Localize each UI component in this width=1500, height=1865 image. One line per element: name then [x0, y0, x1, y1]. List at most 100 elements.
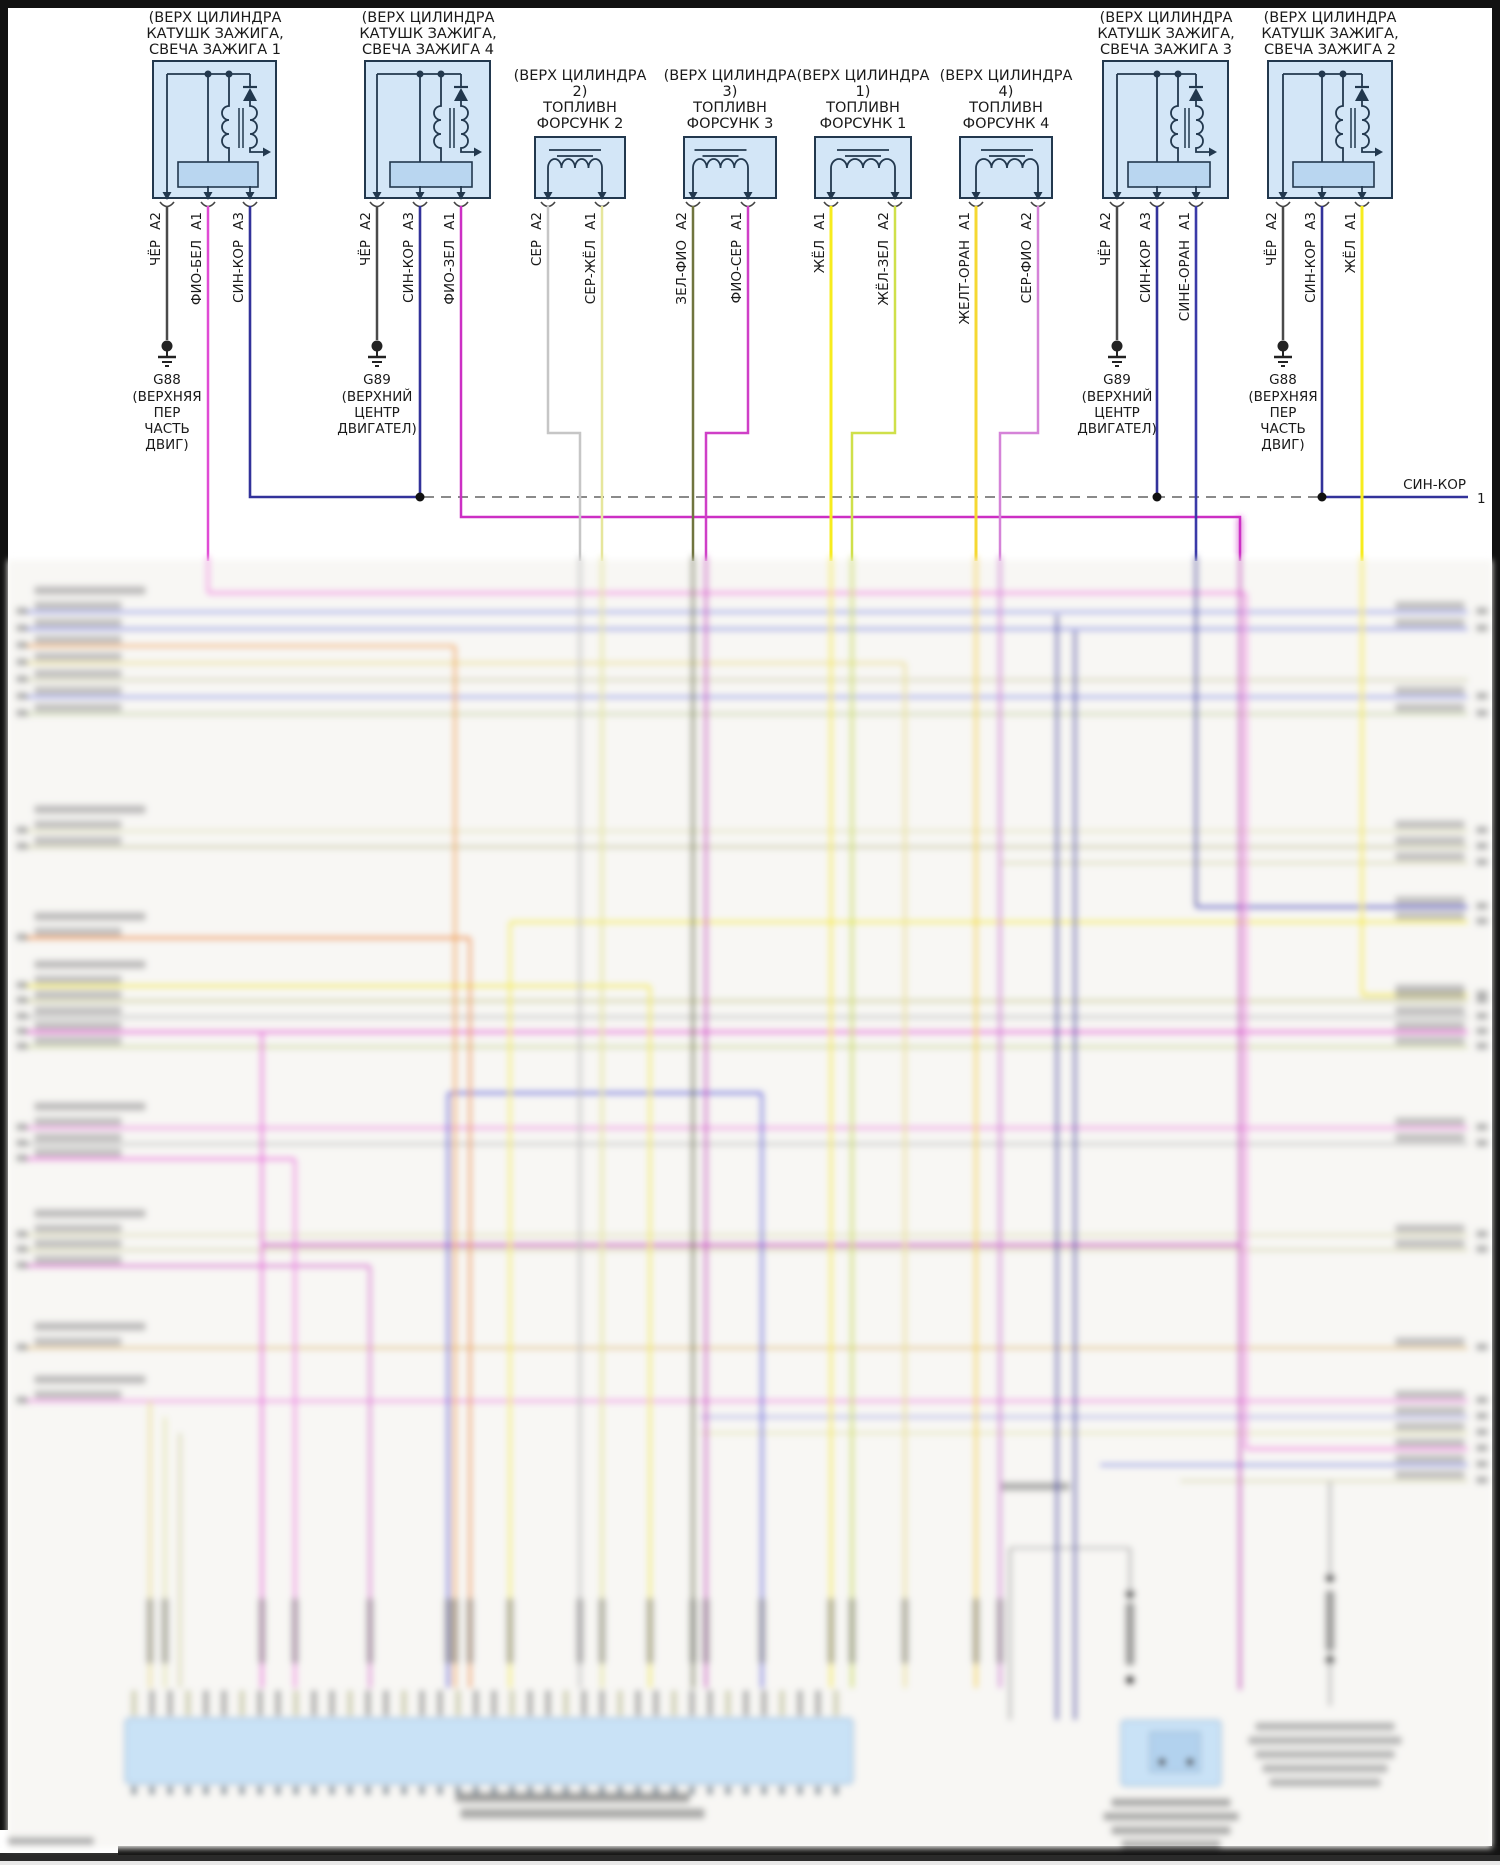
inj4-label: (ВЕРХ ЦИЛИНДРА [940, 68, 1073, 84]
svg-text:ФИО-ЗЕЛ: ФИО-ЗЕЛ [442, 240, 458, 305]
svg-text:A3: A3 [1138, 212, 1154, 230]
svg-text:ФОРСУНК 3: ФОРСУНК 3 [687, 116, 774, 132]
ground-symbols [158, 340, 1292, 367]
wire-zhel-zel [850, 206, 897, 561]
svg-text:ЦЕНТР: ЦЕНТР [354, 405, 400, 421]
svg-text:ФИО-БЕЛ: ФИО-БЕЛ [189, 240, 205, 305]
component-labels: (ВЕРХ ЦИЛИНДРА КАТУШК ЗАЖИГА, СВЕЧА ЗАЖИ… [146, 10, 1398, 132]
svg-text:(ВЕРХНИЙ: (ВЕРХНИЙ [342, 387, 413, 405]
svg-text:ДВИГАТЕЛ): ДВИГАТЕЛ) [337, 421, 417, 437]
svg-text:A3: A3 [231, 212, 247, 230]
junction-dot [415, 492, 425, 502]
svg-text:ДВИГ): ДВИГ) [145, 437, 188, 453]
svg-text:КАТУШК ЗАЖИГА,: КАТУШК ЗАЖИГА, [146, 26, 283, 42]
component-symbols [152, 60, 1393, 208]
svg-text:ДВИГ): ДВИГ) [1261, 437, 1304, 453]
wire-ser [546, 206, 582, 561]
svg-text:КАТУШК ЗАЖИГА,: КАТУШК ЗАЖИГА, [1097, 26, 1234, 42]
svg-text:A2: A2 [1098, 212, 1114, 230]
svg-text:ЧЁР: ЧЁР [1096, 240, 1114, 266]
wire-ser-fio [998, 206, 1040, 561]
bus-label-sin-kor: СИН-КОР [1403, 477, 1466, 493]
inj2-label: (ВЕРХ ЦИЛИНДРА [514, 68, 647, 84]
ground-id: G88 [1269, 372, 1297, 388]
svg-text:ЧАСТЬ: ЧАСТЬ [1260, 421, 1305, 437]
svg-text:ЖЁЛ-ЗЕЛ: ЖЁЛ-ЗЕЛ [874, 240, 892, 305]
inj1-label: (ВЕРХ ЦИЛИНДРА [797, 68, 930, 84]
ground-id: G89 [1103, 372, 1131, 388]
svg-text:ЗЕЛ-ФИО: ЗЕЛ-ФИО [674, 240, 690, 305]
svg-text:4): 4) [999, 84, 1014, 100]
coil1-label: (ВЕРХ ЦИЛИНДРА [149, 10, 282, 26]
junction-dot [1152, 492, 1162, 502]
svg-text:A1: A1 [1177, 212, 1193, 230]
svg-text:СВЕЧА ЗАЖИГА 4: СВЕЧА ЗАЖИГА 4 [362, 42, 494, 58]
svg-text:ФОРСУНК 1: ФОРСУНК 1 [820, 116, 907, 132]
svg-text:ЖЁЛ: ЖЁЛ [1341, 240, 1359, 273]
svg-text:СИН-КОР: СИН-КОР [231, 240, 247, 303]
svg-text:ЧЁР: ЧЁР [1262, 240, 1280, 266]
svg-text:1): 1) [856, 84, 871, 100]
svg-text:A1: A1 [442, 212, 458, 230]
ecm-connector-block [124, 1717, 854, 1785]
svg-text:(ВЕРХНИЙ: (ВЕРХНИЙ [1082, 387, 1153, 405]
svg-text:СВЕЧА ЗАЖИГА 2: СВЕЧА ЗАЖИГА 2 [1264, 42, 1396, 58]
svg-text:A2: A2 [529, 212, 545, 230]
inj3-label: (ВЕРХ ЦИЛИНДРА [664, 68, 797, 84]
svg-text:(ВЕРХНЯЯ: (ВЕРХНЯЯ [1248, 389, 1317, 405]
ground-id: G89 [363, 372, 391, 388]
sheet-ref-number: 1 [1477, 491, 1486, 507]
svg-text:A3: A3 [1303, 212, 1319, 230]
ground-labels: G88 (ВЕРХНЯЯ ПЕР ЧАСТЬ ДВИГ) G89 (ВЕРХНИ… [132, 372, 1317, 453]
svg-text:2): 2) [573, 84, 588, 100]
svg-text:A2: A2 [358, 212, 374, 230]
svg-text:A1: A1 [957, 212, 973, 230]
svg-text:СЕР-ФИО: СЕР-ФИО [1019, 240, 1035, 303]
svg-text:ДВИГАТЕЛ): ДВИГАТЕЛ) [1077, 421, 1157, 437]
svg-text:A1: A1 [1343, 212, 1359, 230]
svg-text:3): 3) [723, 84, 738, 100]
svg-text:ЧЁР: ЧЁР [146, 240, 164, 266]
junction-dot [1317, 492, 1327, 502]
svg-text:ЧАСТЬ: ЧАСТЬ [144, 421, 189, 437]
svg-text:A2: A2 [674, 212, 690, 230]
wire-fio-ser [704, 206, 750, 561]
ground-id: G88 [153, 372, 181, 388]
svg-text:ЖЕЛТ-ОРАН: ЖЕЛТ-ОРАН [957, 240, 973, 325]
svg-text:ФОРСУНК 4: ФОРСУНК 4 [963, 116, 1050, 132]
pin-and-wire-labels: A2 ЧЁР A1 ФИО-БЕЛ A3 СИН-КОР A2 ЧЁР A3 С… [146, 212, 1359, 325]
svg-text:ФОРСУНК 2: ФОРСУНК 2 [537, 116, 624, 132]
svg-text:КАТУШК ЗАЖИГА,: КАТУШК ЗАЖИГА, [1261, 26, 1398, 42]
svg-text:ПЕР: ПЕР [154, 405, 181, 421]
svg-text:СЕР-ЖЁЛ: СЕР-ЖЁЛ [581, 240, 599, 304]
svg-text:ТОПЛИВН: ТОПЛИВН [542, 100, 617, 116]
svg-text:СВЕЧА ЗАЖИГА 3: СВЕЧА ЗАЖИГА 3 [1100, 42, 1232, 58]
svg-text:A2: A2 [148, 212, 164, 230]
svg-text:A2: A2 [1264, 212, 1280, 230]
svg-text:A1: A1 [583, 212, 599, 230]
svg-text:ФИО-СЕР: ФИО-СЕР [729, 240, 745, 303]
svg-text:КАТУШК ЗАЖИГА,: КАТУШК ЗАЖИГА, [359, 26, 496, 42]
svg-text:(ВЕРХНЯЯ: (ВЕРХНЯЯ [132, 389, 201, 405]
svg-text:ТОПЛИВН: ТОПЛИВН [968, 100, 1043, 116]
wire-sin-kor-bus [248, 206, 1468, 499]
svg-text:ТОПЛИВН: ТОПЛИВН [825, 100, 900, 116]
coil4-label: (ВЕРХ ЦИЛИНДРА [362, 10, 495, 26]
svg-text:ЦЕНТР: ЦЕНТР [1094, 405, 1140, 421]
svg-text:A3: A3 [401, 212, 417, 230]
svg-text:СИН-КОР: СИН-КОР [1303, 240, 1319, 303]
svg-text:A2: A2 [876, 212, 892, 230]
svg-text:ЖЁЛ: ЖЁЛ [810, 240, 828, 273]
coil3-label: (ВЕРХ ЦИЛИНДРА [1100, 10, 1233, 26]
svg-text:A1: A1 [729, 212, 745, 230]
svg-text:СВЕЧА ЗАЖИГА 1: СВЕЧА ЗАЖИГА 1 [149, 42, 281, 58]
svg-text:ПЕР: ПЕР [1270, 405, 1297, 421]
svg-text:A2: A2 [1019, 212, 1035, 230]
blurred-lower-section [8, 517, 1492, 1848]
svg-text:СЕР: СЕР [529, 240, 545, 266]
svg-text:ТОПЛИВН: ТОПЛИВН [692, 100, 767, 116]
coil2-label: (ВЕРХ ЦИЛИНДРА [1264, 10, 1397, 26]
